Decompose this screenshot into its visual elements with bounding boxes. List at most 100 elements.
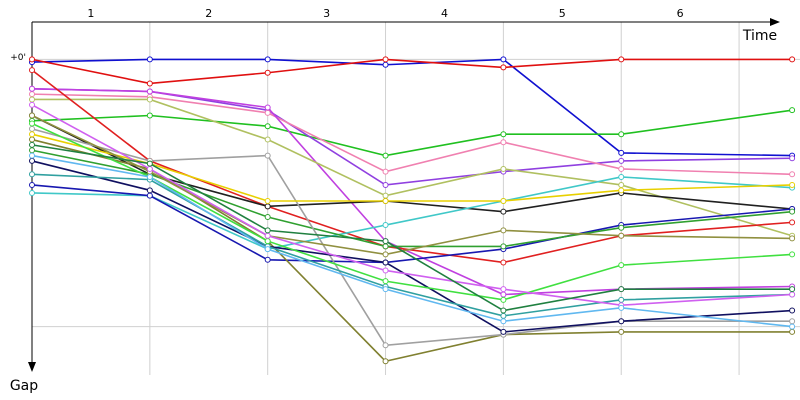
point [382, 267, 389, 274]
point [618, 296, 625, 303]
point [264, 256, 271, 263]
point [264, 104, 271, 111]
point [146, 56, 153, 63]
point [789, 208, 796, 215]
point [618, 286, 625, 293]
point [382, 152, 389, 159]
point [618, 131, 625, 138]
point [29, 112, 35, 119]
point [382, 222, 389, 229]
x-band-label: 3 [323, 7, 330, 20]
point [618, 262, 625, 269]
point [500, 198, 507, 204]
point [789, 286, 796, 293]
point [789, 323, 796, 330]
series-line [31, 109, 793, 157]
point [382, 286, 389, 293]
point [29, 131, 35, 138]
point [382, 342, 389, 349]
point [29, 157, 35, 164]
x-band-label: 1 [87, 7, 94, 20]
x-band-label: 4 [441, 7, 448, 20]
point [29, 171, 35, 178]
point [29, 147, 35, 154]
series-line [31, 58, 793, 157]
point [29, 91, 35, 98]
point [264, 152, 271, 159]
point [500, 165, 507, 172]
point [618, 181, 625, 188]
point [146, 187, 153, 194]
point [382, 243, 389, 250]
point [29, 141, 35, 148]
series-line [31, 104, 793, 306]
point [264, 232, 271, 239]
point [500, 312, 507, 319]
point [500, 318, 507, 325]
point [29, 120, 35, 127]
point [789, 251, 796, 258]
point [789, 219, 796, 226]
point [29, 85, 35, 92]
point [264, 203, 271, 210]
point [264, 136, 271, 143]
y-axis-label: Gap [10, 378, 38, 394]
point [789, 291, 796, 298]
point [29, 56, 35, 63]
point [264, 109, 271, 116]
point [264, 123, 271, 130]
point [146, 112, 153, 119]
point [264, 246, 271, 253]
point [500, 259, 507, 266]
point [789, 171, 796, 178]
point [264, 238, 271, 245]
point [618, 149, 625, 156]
series-line [31, 114, 793, 256]
point [500, 291, 507, 298]
point [789, 107, 796, 114]
point [618, 328, 625, 335]
point [146, 165, 153, 172]
x-band-label: 6 [677, 7, 684, 20]
point [500, 328, 507, 335]
point [382, 358, 389, 365]
point [500, 56, 507, 63]
y-axis-arrow [28, 362, 36, 372]
point [500, 139, 507, 146]
point [382, 251, 389, 258]
x-axis-label: Time [742, 28, 777, 44]
point [789, 155, 796, 162]
point [146, 80, 153, 87]
series-line [31, 87, 793, 296]
point [264, 56, 271, 63]
point [618, 56, 625, 63]
point [789, 318, 796, 325]
x-band-label: 2 [205, 7, 212, 20]
point [146, 88, 153, 95]
point [618, 224, 625, 231]
y-tick-label: +0' [10, 53, 26, 63]
point [789, 235, 796, 242]
point [382, 61, 389, 68]
point [146, 192, 153, 199]
point [29, 67, 35, 74]
point [29, 96, 35, 103]
x-axis-arrow [770, 18, 780, 26]
point [618, 232, 625, 239]
point [789, 56, 796, 63]
point [500, 307, 507, 314]
point [146, 160, 153, 167]
point [264, 69, 271, 76]
point [789, 328, 796, 335]
point [618, 304, 625, 311]
point [29, 125, 35, 132]
point [29, 181, 35, 188]
point [618, 157, 625, 164]
point [618, 165, 625, 172]
point [500, 208, 507, 215]
point [789, 307, 796, 314]
point [500, 227, 507, 234]
point [500, 296, 507, 303]
point [789, 181, 796, 188]
point [500, 64, 507, 71]
